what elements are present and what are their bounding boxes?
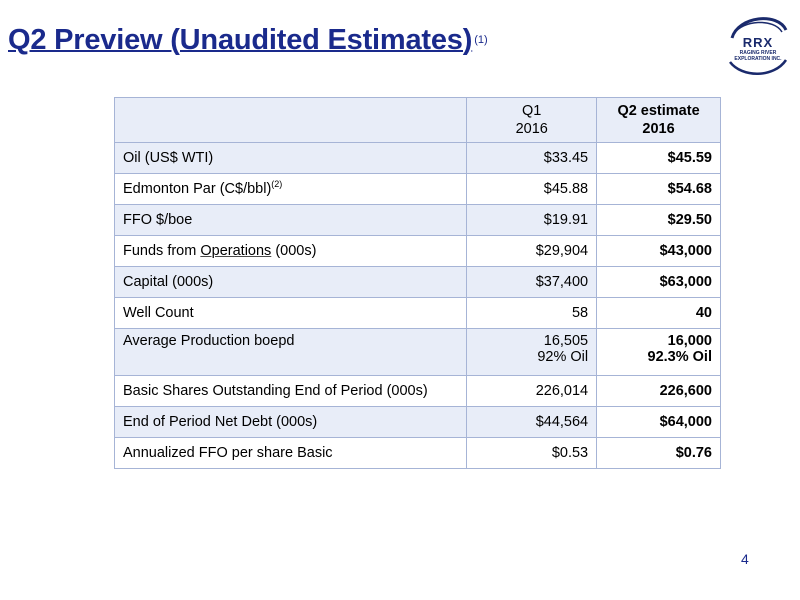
page-number: 4 <box>741 551 749 567</box>
table-row: Oil (US$ WTI) $33.45 $45.59 <box>113 142 721 174</box>
row-q1-value: $45.88 <box>466 173 598 205</box>
row-q1-value-line1: 16,505 <box>543 333 589 349</box>
table-row: Edmonton Par (C$/bbl)(2) $45.88 $54.68 <box>113 173 721 205</box>
header-q2-line1: Q2 estimate <box>617 103 700 119</box>
row-label: Well Count <box>113 297 468 329</box>
row-q1-value: $44,564 <box>466 406 598 438</box>
row-q1-value: $29,904 <box>466 235 598 267</box>
table-row: Basic Shares Outstanding End of Period (… <box>113 375 721 407</box>
row-q1-value: $0.53 <box>466 437 598 469</box>
table-row: Capital (000s) $37,400 $63,000 <box>113 266 721 298</box>
logo-swoosh-icon <box>729 17 788 75</box>
row-q2-value: $29.50 <box>596 204 721 236</box>
row-q2-value: $0.76 <box>596 437 721 469</box>
logo-main-text: RRX <box>742 35 774 50</box>
row-q1-value-line2: 92% Oil <box>537 349 589 365</box>
header-q2-cell: Q2 estimate 2016 <box>596 97 721 143</box>
title-footnote-marker: (1) <box>474 33 488 46</box>
header-label-cell <box>113 97 468 143</box>
table-row: Annualized FFO per share Basic $0.53 $0.… <box>113 437 721 469</box>
row-q2-value: $54.68 <box>596 173 721 205</box>
table-header-row: Q1 2016 Q2 estimate 2016 <box>113 97 721 143</box>
table-row: Well Count 58 40 <box>113 297 721 329</box>
row-q2-value: $45.59 <box>596 142 721 174</box>
estimates-table: Q1 2016 Q2 estimate 2016 Oil (US$ WTI) $… <box>113 97 721 469</box>
table-row: End of Period Net Debt (000s) $44,564 $6… <box>113 406 721 438</box>
row-q1-value: 16,505 92% Oil <box>466 328 598 376</box>
row-q2-value-line2: 92.3% Oil <box>647 349 712 365</box>
row-label-post: (000s) <box>271 243 317 259</box>
row-label-footnote: (2) <box>271 179 283 190</box>
row-q2-value: $64,000 <box>596 406 721 438</box>
company-logo: RRX RAGING RIVER EXPLORATION INC. <box>724 8 792 80</box>
row-q1-value: 58 <box>466 297 598 329</box>
row-q1-value: $33.45 <box>466 142 598 174</box>
row-label: Capital (000s) <box>113 266 468 298</box>
row-label: Basic Shares Outstanding End of Period (… <box>113 375 468 407</box>
row-label-underlined: Operations <box>200 243 272 259</box>
row-q2-value: 40 <box>596 297 721 329</box>
row-q2-value: 226,600 <box>596 375 721 407</box>
row-label: Edmonton Par (C$/bbl)(2) <box>113 173 468 205</box>
row-label: Funds from Operations (000s) <box>113 235 468 267</box>
logo-sub-text-1: RAGING RIVER <box>739 50 777 56</box>
table-row: Funds from Operations (000s) $29,904 $43… <box>113 235 721 267</box>
logo-text: RRX RAGING RIVER EXPLORATION INC. <box>724 35 792 63</box>
row-label: Average Production boepd <box>113 328 468 376</box>
slide-title: Q2 Preview (Unaudited Estimates) <box>8 24 473 56</box>
slide-title-wrap: Q2 Preview (Unaudited Estimates) (1) <box>8 24 488 57</box>
row-q2-value: $63,000 <box>596 266 721 298</box>
row-label: Oil (US$ WTI) <box>113 142 468 174</box>
row-q1-value: $37,400 <box>466 266 598 298</box>
row-label: Annualized FFO per share Basic <box>113 437 468 469</box>
row-q1-value: $19.91 <box>466 204 598 236</box>
table-row: FFO $/boe $19.91 $29.50 <box>113 204 721 236</box>
header-q1-cell: Q1 2016 <box>466 97 598 143</box>
header-q2-line2: 2016 <box>642 121 675 137</box>
row-q1-value: 226,014 <box>466 375 598 407</box>
row-q2-value: 16,000 92.3% Oil <box>596 328 721 376</box>
header-q1-line1: Q1 <box>522 103 542 119</box>
header-q1-line2: 2016 <box>515 121 548 137</box>
row-q2-value: $43,000 <box>596 235 721 267</box>
table-row: Average Production boepd 16,505 92% Oil … <box>113 328 721 376</box>
logo-sub-text-2: EXPLORATION INC. <box>734 56 782 62</box>
row-label: FFO $/boe <box>113 204 468 236</box>
row-label: End of Period Net Debt (000s) <box>113 406 468 438</box>
row-label-pre: Funds from <box>123 243 201 259</box>
row-label-text: Edmonton Par (C$/bbl) <box>123 181 272 197</box>
row-q2-value-line1: 16,000 <box>667 333 712 349</box>
